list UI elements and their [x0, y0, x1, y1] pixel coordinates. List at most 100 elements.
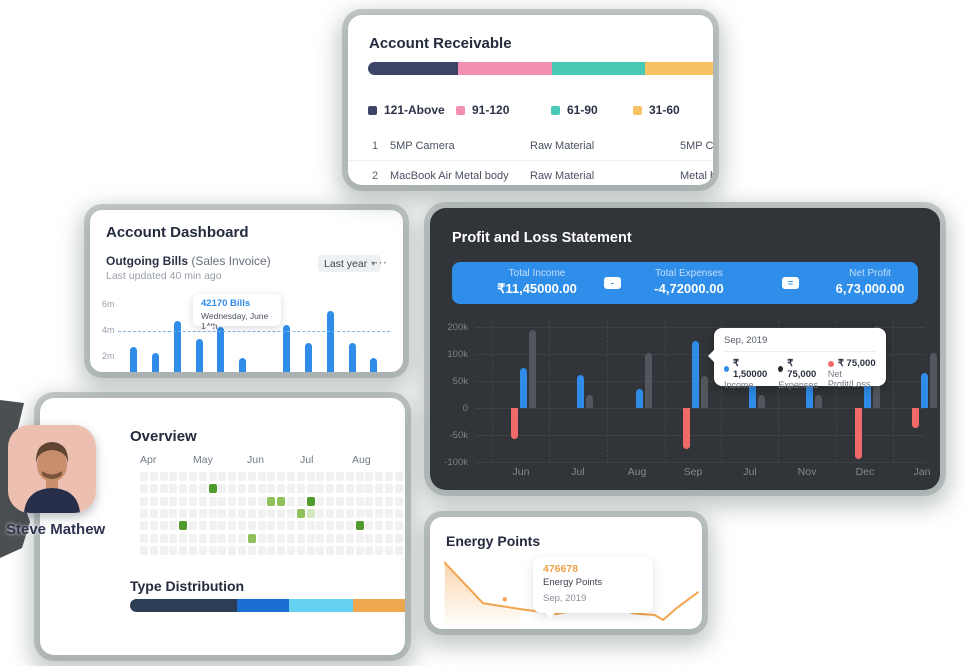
heatmap-cell — [189, 472, 197, 481]
bar-income — [864, 375, 871, 408]
heatmap-cell — [228, 545, 237, 555]
heatmap-cell — [365, 533, 374, 543]
type-distribution-title: Type Distribution — [130, 578, 245, 594]
heatmap-cell — [345, 472, 354, 481]
more-options-button[interactable]: ⋯ — [374, 255, 388, 270]
heatmap-cell — [326, 472, 335, 481]
heatmap-cell — [140, 472, 148, 481]
bar-net-profit-loss — [912, 408, 919, 428]
heatmap-cell — [247, 545, 256, 555]
bar-outgoing-bills — [196, 338, 203, 372]
heatmap-cell — [326, 521, 335, 531]
chart-tooltip: 476678 Energy Points Sep, 2019 — [533, 557, 653, 618]
bar-net-profit-loss — [855, 408, 862, 460]
heatmap-cell — [296, 472, 305, 481]
table-cell: 1 — [372, 140, 379, 152]
table-cell: MacBook Air Metal body — [390, 170, 509, 182]
type-distribution-segment — [289, 599, 354, 612]
heatmap-cell — [394, 484, 403, 494]
heatmap-cell — [385, 472, 393, 481]
bar-income — [577, 374, 584, 408]
metric-subtitle: (Sales Invoice) — [191, 254, 271, 268]
heatmap-cell — [355, 533, 364, 543]
heatmap-cell — [296, 484, 305, 494]
vertical-gridline — [721, 320, 722, 462]
heatmap-cell — [169, 533, 178, 543]
bar-expenses — [645, 352, 652, 408]
legend-swatch — [551, 105, 560, 115]
heatmap-cell — [316, 521, 325, 531]
table-row[interactable]: 1 5MP Camera Raw Material 5MP Came — [348, 131, 713, 160]
heatmap-cell — [238, 521, 246, 531]
bar-net-profit-loss — [683, 408, 690, 449]
heatmap-cell — [385, 508, 393, 518]
gridline — [476, 381, 925, 382]
heatmap-cell — [208, 484, 217, 494]
heatmap-cell — [355, 521, 364, 531]
heatmap-cell — [247, 496, 256, 506]
legend-label: 91-120 — [472, 103, 510, 117]
heatmap-cell — [316, 496, 325, 506]
heatmap-cell — [208, 533, 217, 543]
heatmap-cell — [189, 508, 197, 518]
x-axis-tick-label: Jul — [571, 466, 585, 478]
legend-swatch — [456, 105, 465, 115]
stat-value: ₹11,45000.00 — [497, 281, 577, 296]
vertical-gridline — [778, 320, 779, 462]
heatmap-cell — [208, 508, 217, 518]
heatmap-cell — [336, 484, 344, 494]
heatmap-cell — [189, 521, 197, 531]
bar-expenses — [701, 375, 708, 408]
heatmap-cell — [198, 545, 207, 555]
x-axis-tick-label: Jun — [512, 466, 530, 478]
bar-outgoing-bills — [152, 352, 159, 372]
heatmap-cell — [277, 484, 286, 494]
stat-label: Total Income — [508, 268, 566, 279]
stat-label: Total Expenses — [655, 268, 723, 279]
tooltip-entry: ₹ 1,50000 Income — [724, 358, 768, 390]
heatmap-cell — [267, 545, 276, 555]
y-axis-tick-label: 6m — [102, 299, 115, 309]
legend-label: 121-Above — [384, 103, 445, 117]
heatmap-cell — [355, 508, 364, 518]
aging-segment — [458, 62, 552, 75]
heatmap-cell — [169, 521, 178, 531]
y-axis-tick-label: 100k — [447, 349, 468, 360]
bar-outgoing-bills — [174, 321, 181, 372]
tooltip-entry-amount: ₹ 75,000 — [837, 358, 876, 369]
energy-points-card: Energy Points 476678 Energy Points Sep, … — [430, 517, 702, 629]
tooltip-entry: ₹ 75,000 Expenses — [778, 358, 818, 390]
heatmap-cell — [316, 484, 325, 494]
total-income-stat: Total Income ₹11,45000.00 — [482, 268, 592, 297]
heatmap-cell — [257, 496, 266, 506]
heatmap-cell — [355, 496, 364, 506]
aging-segment — [551, 62, 646, 75]
heatmap-cell — [287, 545, 295, 555]
card-title: Overview — [130, 428, 197, 445]
heatmap-cell — [267, 521, 276, 531]
heatmap-cell — [277, 508, 286, 518]
heatmap-cell — [179, 545, 188, 555]
series-dot-icon — [724, 366, 729, 372]
minus-operator-icon: - — [604, 277, 621, 289]
heatmap-cell — [228, 484, 237, 494]
tooltip-entry-label: Expenses — [778, 380, 818, 390]
heatmap-cell — [159, 521, 168, 531]
heatmap-cell — [198, 496, 207, 506]
heatmap-cell — [267, 533, 276, 543]
period-selector[interactable]: Last year ▾ — [318, 255, 382, 272]
heatmap-cell — [287, 484, 295, 494]
heatmap-cell — [159, 496, 168, 506]
heatmap-cell — [189, 484, 197, 494]
heatmap-cell — [316, 508, 325, 518]
bar-outgoing-bills — [239, 358, 246, 372]
account-dashboard-card: 6m 4m 2m Account Dashboard Outgoing Bills … — [90, 210, 403, 372]
heatmap-month-label: Jul — [300, 454, 314, 466]
y-axis-tick-label: 0 — [462, 403, 468, 414]
table-row[interactable]: 2 MacBook Air Metal body Raw Material Metal… — [348, 160, 713, 185]
metric-name: Outgoing Bills — [106, 254, 188, 268]
stat-value: 6,73,000.00 — [835, 281, 905, 296]
heatmap-cell — [345, 545, 354, 555]
legend-swatch — [633, 105, 642, 115]
heatmap-cell — [198, 521, 207, 531]
